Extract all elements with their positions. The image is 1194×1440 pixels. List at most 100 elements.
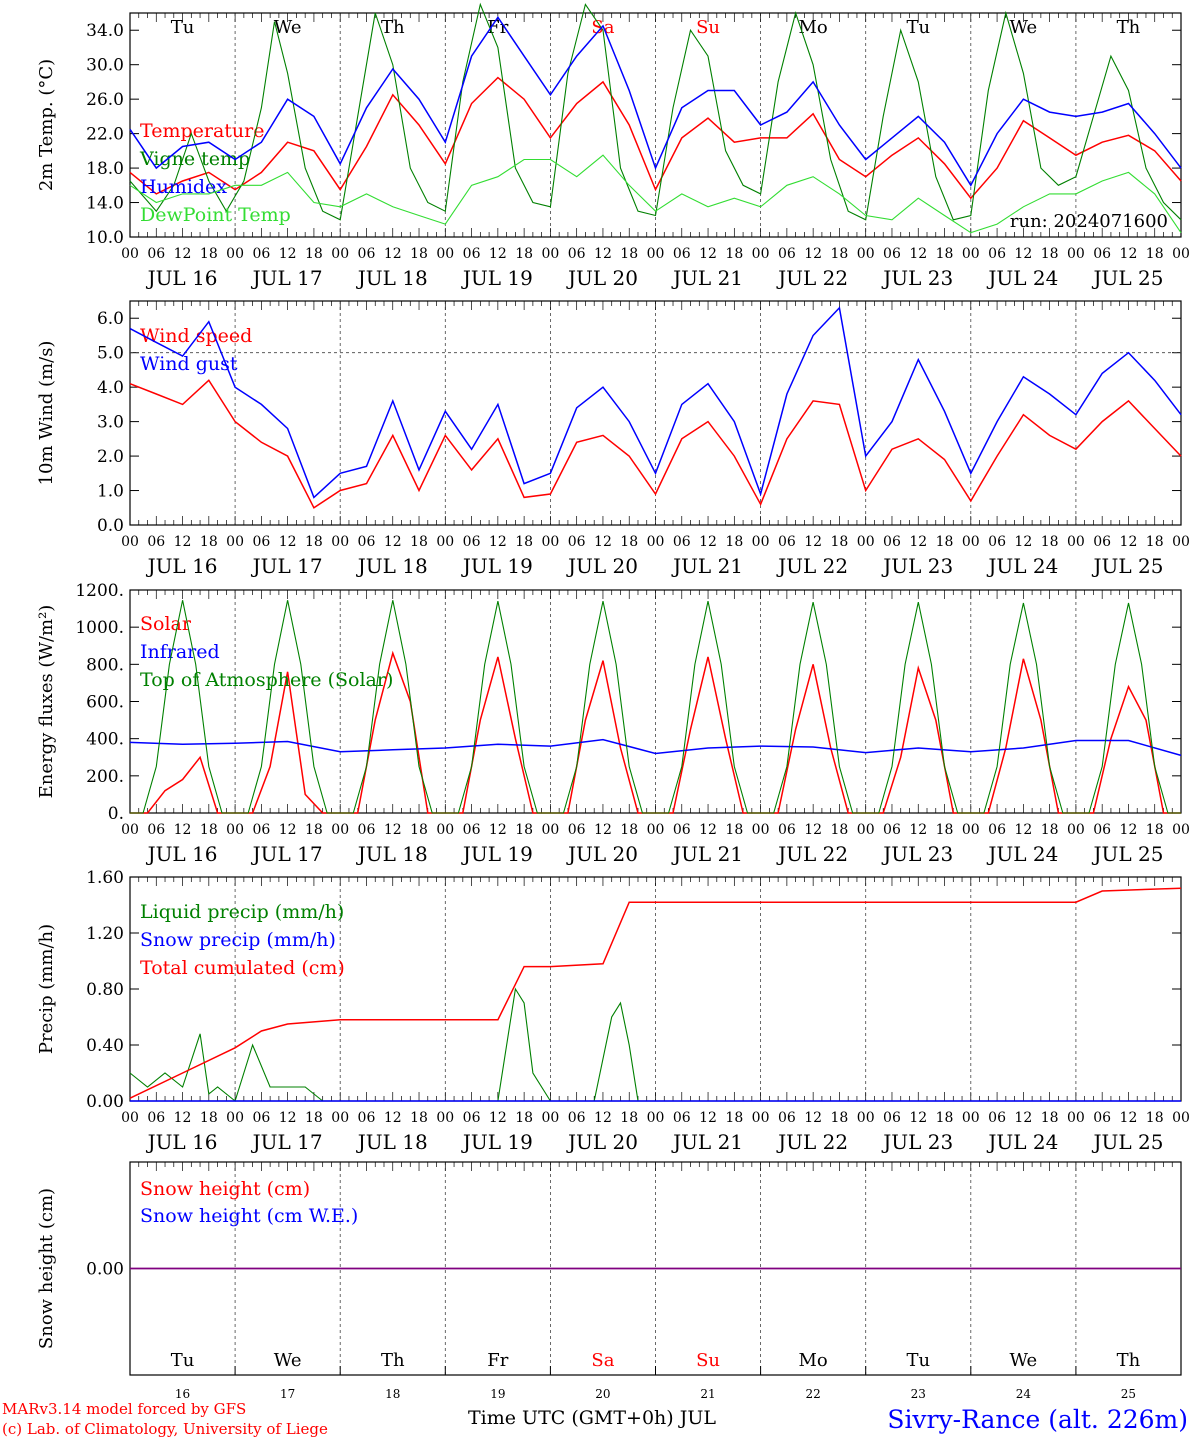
date-label: JUL 19 [461,842,533,866]
hour-label: 00 [1172,534,1190,550]
panel-4: 0.00 0.40 0.80 1.20 1.60 Precip (mm/h) Liquid … [36,868,1190,1154]
y-tick-label: 1.0 [97,482,124,502]
date-label: JUL 16 [146,842,218,866]
hour-label: 00 [1067,1110,1085,1126]
y-tick-label: 0. [108,804,124,824]
date-label: JUL 19 [461,554,533,578]
y-tick-label: 0.00 [86,1092,124,1112]
hour-label: 06 [988,822,1006,838]
date-label: JUL 16 [146,1130,218,1154]
dow-label: Th [1117,17,1141,38]
hour-label: 12 [174,534,192,550]
hour-label: 06 [358,1110,376,1126]
hour-label: 00 [331,822,349,838]
hour-label: 12 [279,822,297,838]
hour-label: 00 [857,822,875,838]
hour-label: 18 [305,534,323,550]
hour-label: 00 [331,246,349,262]
y-tick-label: 14.0 [86,194,124,214]
hour-label: 00 [121,822,139,838]
date-label: JUL 18 [356,266,428,290]
panel-2: 0.0 1.0 2.0 3.0 4.0 5.0 6.0 10m Wind (m/s) Wind … [36,300,1190,578]
hour-label: 06 [988,534,1006,550]
hour-label: 06 [358,822,376,838]
hour-label: 12 [1120,246,1138,262]
date-label: JUL 22 [776,266,848,290]
legend-entry: Vigne temp [139,148,250,170]
legend-entry: Infrared [140,641,220,663]
date-label: JUL 23 [881,842,953,866]
y-tick-label: 0.80 [86,980,124,1000]
hour-label: 18 [936,534,954,550]
hour-label: 06 [252,534,270,550]
run-annotation: run: 2024071600 [1010,211,1168,232]
y-axis-label: 2m Temp. (°C) [36,59,57,191]
hour-label: 00 [857,246,875,262]
y-tick-label: 1.20 [86,924,124,944]
date-label: JUL 18 [356,554,428,578]
hour-label: 06 [568,534,586,550]
hour-label: 06 [673,534,691,550]
hour-label: 12 [594,822,612,838]
hour-label: 12 [384,822,402,838]
station-name: Sivry-Rance (alt. 226m) [887,1405,1188,1434]
hour-label: 18 [620,1110,638,1126]
hour-label: 12 [1014,1110,1032,1126]
series-line-top-of-atmosphere-solar- [130,600,1181,814]
hour-label: 06 [463,1110,481,1126]
dow-label: Tu [906,17,930,38]
legend-entry: Snow height (cm W.E.) [140,1205,358,1227]
date-label: JUL 22 [776,1130,848,1154]
hour-label: 18 [1146,822,1164,838]
y-tick-label: 600. [86,693,124,713]
hour-label: 00 [436,1110,454,1126]
date-label: JUL 17 [251,842,323,866]
dow-label: Th [381,17,405,38]
date-label: JUL 22 [776,842,848,866]
hour-label: 18 [410,534,428,550]
hour-label: 06 [778,1110,796,1126]
y-tick-label: 18.0 [86,159,124,179]
hour-label: 18 [1146,246,1164,262]
date-label: JUL 25 [1091,554,1163,578]
hour-label: 06 [1093,246,1111,262]
hour-label: 18 [725,534,743,550]
date-label: JUL 23 [881,554,953,578]
y-tick-label: 0.0 [97,516,124,536]
hour-label: 18 [1146,1110,1164,1126]
hour-label: 00 [541,1110,559,1126]
date-label: JUL 20 [566,1130,638,1154]
hour-label: 18 [410,246,428,262]
hour-label: 12 [699,534,717,550]
hour-label: 12 [279,1110,297,1126]
date-label: JUL 16 [146,266,218,290]
hour-label: 00 [121,534,139,550]
hour-label: 12 [1014,246,1032,262]
y-tick-label: 800. [86,655,124,675]
date-label: JUL 21 [671,842,743,866]
series-line-total-cumulated-cm- [129,887,1182,1099]
hour-label: 12 [804,246,822,262]
hour-label: 12 [594,246,612,262]
hour-label: 00 [962,822,980,838]
hour-label: 18 [410,822,428,838]
hour-label: 12 [594,534,612,550]
hour-label: 00 [752,822,770,838]
y-tick-label: 6.0 [97,309,124,329]
hour-label: 06 [673,822,691,838]
date-label: JUL 17 [251,266,323,290]
dow-label: We [1010,17,1038,38]
day-number: 23 [911,1387,926,1401]
hour-label: 00 [1172,1110,1190,1126]
dow-label: Fr [487,1350,508,1371]
hour-label: 18 [1146,534,1164,550]
dow-label: Tu [171,17,195,38]
y-tick-label: 34.0 [86,21,124,41]
day-number: 25 [1121,1387,1136,1401]
hour-label: 00 [226,822,244,838]
hour-label: 18 [936,1110,954,1126]
hour-label: 06 [883,246,901,262]
y-tick-label: 3.0 [97,413,124,433]
date-label: JUL 17 [251,1130,323,1154]
y-axis-label: Energy fluxes (W/m²) [36,605,57,799]
